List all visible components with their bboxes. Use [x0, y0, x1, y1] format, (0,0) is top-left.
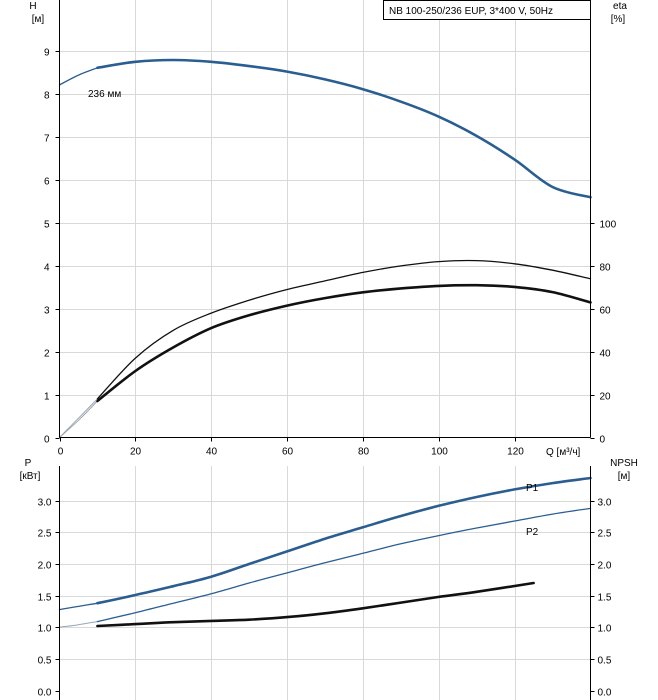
series-line-p2 [96, 507, 592, 623]
npsh-tick-label: 2.5 [598, 529, 612, 540]
head-tick-label: 8 [44, 91, 50, 102]
power-tick-label: 0.0 [38, 688, 52, 699]
power-grid [59, 466, 591, 700]
series-line-p1-thin [58, 602, 99, 611]
head-tick-label: 2 [44, 349, 50, 360]
power-tick-label: 1.5 [38, 593, 52, 604]
series-line-h-thin [58, 67, 99, 86]
efficiency-axis-label: eta [613, 1, 627, 12]
flow-axis-label: Q [м³/ч] [546, 447, 581, 458]
flow-tick-label: 20 [130, 447, 142, 458]
npsh-tick-label: 0.5 [598, 656, 612, 667]
series-line-eta [96, 283, 592, 403]
chart-title: NB 100-250/236 EUP, 3*400 V, 50Hz [389, 6, 553, 17]
series-line-npsh [96, 581, 535, 628]
flow-tick-label: 80 [358, 447, 370, 458]
power-tick-label: 3.0 [38, 498, 52, 509]
npsh-tick-label: 3.0 [598, 498, 612, 509]
efficiency-tick-label: 60 [600, 306, 612, 317]
series-line-eta-p1-thin [59, 398, 98, 438]
npsh-tick-label: 1.5 [598, 593, 612, 604]
power-npsh-panel: 0.0 0.5 1.0 1.5 2.0 2.5 3.0 0.0 0.5 1.0 1.5 2.0 2.5 3… [20, 458, 638, 700]
npsh-tick-label: 0.0 [598, 688, 612, 699]
flow-tick-label: 120 [507, 447, 524, 458]
head-tick-label: 0 [44, 435, 50, 446]
head-tick-label: 1 [44, 392, 50, 403]
flow-tick-label: 0 [58, 447, 64, 458]
npsh-tick-label: 2.0 [598, 561, 612, 572]
title-box [383, 0, 591, 20]
head-efficiency-series [58, 58, 592, 438]
head-tick-label: 5 [44, 220, 50, 231]
flow-tick-label: 40 [206, 447, 218, 458]
efficiency-tick-label: 0 [600, 435, 606, 446]
head-tick-label: 9 [44, 48, 50, 59]
head-tick-label: 7 [44, 134, 50, 145]
power-tick-label: 2.5 [38, 529, 52, 540]
power-axis-label: P [25, 458, 32, 469]
efficiency-tick-label: 40 [600, 349, 612, 360]
head-axis-unit: [м] [32, 14, 45, 25]
head-tick-label: 6 [44, 177, 50, 188]
npsh-axis-label: NPSH [610, 458, 638, 469]
npsh-axis-unit: [м] [618, 471, 631, 482]
npsh-tick-label: 1.0 [598, 624, 612, 635]
head-axis-label: H [29, 1, 36, 12]
flow-tick-label: 60 [282, 447, 294, 458]
series-line-p2-thin [59, 621, 98, 628]
head-grid [59, 0, 591, 438]
series-line-eta-p1 [96, 259, 592, 400]
impeller-diameter-label: 236 мм [88, 89, 121, 100]
power-axis-ticks: 0.0 0.5 1.0 1.5 2.0 2.5 3.0 0.0 0.5 1.0 1.5 2.0 2.5 3… [38, 498, 612, 699]
power-tick-label: 0.5 [38, 656, 52, 667]
efficiency-tick-label: 20 [600, 392, 612, 403]
head-tick-label: 4 [44, 263, 50, 274]
efficiency-tick-label: 100 [600, 220, 617, 231]
power-axis-unit: [кВт] [20, 471, 41, 482]
head-tick-label: 3 [44, 306, 50, 317]
p1-series-label: P1 [526, 483, 539, 494]
series-line-h [96, 58, 592, 199]
power-npsh-series [58, 476, 592, 628]
series-line-p1 [96, 476, 592, 605]
efficiency-tick-label: 80 [600, 263, 612, 274]
efficiency-axis-unit: [%] [611, 14, 626, 25]
power-tick-label: 2.0 [38, 561, 52, 572]
head-axis-ticks: 0 1 2 3 4 5 6 7 8 9 0 20 40 60 80 100 120 0 20 40 60 80 100 [44, 48, 617, 458]
p2-series-label: P2 [526, 527, 539, 538]
flow-tick-label: 100 [431, 447, 448, 458]
power-tick-label: 1.0 [38, 624, 52, 635]
